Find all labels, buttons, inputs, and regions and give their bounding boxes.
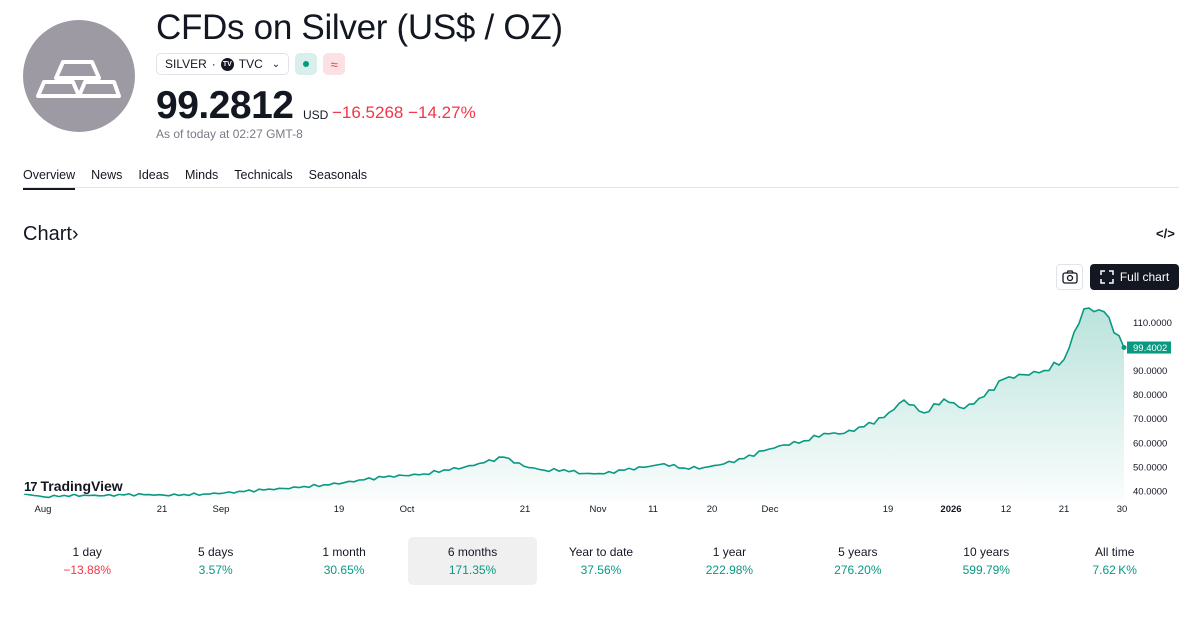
tab-seasonals[interactable]: Seasonals (308, 168, 368, 182)
last-value-label: 99.4002 (1133, 343, 1167, 354)
tradingview-watermark: 17 TradingView (24, 478, 123, 494)
last-price: 99.2812 (156, 84, 294, 127)
tvc-exchange-icon: TV (220, 57, 234, 71)
price-series-line (23, 307, 1125, 499)
x-axis-tick-label: Aug (35, 504, 52, 515)
period-label: All time (1095, 545, 1135, 559)
period-label: 10 years (963, 545, 1010, 559)
tabs-divider (23, 187, 1179, 188)
x-axis-tick-label: Nov (590, 504, 607, 515)
period-value: 171.35% (448, 563, 497, 577)
change-absolute: −16.5268 (332, 103, 404, 122)
x-axis-tick-label: Sep (213, 504, 230, 515)
x-axis-tick-label: 21 (157, 504, 168, 515)
period-value: 222.98% (705, 563, 754, 577)
period-value: 37.56% (580, 563, 622, 577)
x-axis-tick-label: 2026 (940, 504, 961, 515)
quote-timestamp: As of today at 02:27 GMT-8 (156, 127, 303, 141)
full-chart-button[interactable]: Full chart (1090, 264, 1179, 290)
snapshot-button[interactable] (1056, 264, 1083, 290)
x-axis-tick-label: 30 (1117, 504, 1128, 515)
period-label: 1 day (72, 545, 102, 559)
symbol-logo (23, 20, 135, 132)
y-axis-tick-label: 40.0000 (1133, 486, 1167, 497)
period-5-days[interactable]: 5 days 3.57% (151, 537, 279, 585)
price-currency: USD (303, 108, 329, 122)
silver-bars-icon (36, 60, 121, 98)
period-label: Year to date (568, 545, 634, 559)
change-percent: −14.27% (408, 103, 476, 122)
price-chart[interactable]: 110.0000 90.0000 80.0000 70.0000 60.0000 50.0… (0, 290, 1200, 520)
x-axis-tick-label: 20 (707, 504, 718, 515)
y-axis-tick-label: 80.0000 (1133, 390, 1167, 401)
y-axis-tick-label: 90.0000 (1133, 366, 1167, 377)
period-label: 1 month (322, 545, 366, 559)
symbol-exchange-selector[interactable]: SILVER · TV TVC ⌄ (156, 53, 290, 75)
period-value: 30.65% (323, 563, 365, 577)
x-axis-tick-label: Oct (400, 504, 415, 515)
period-year-to-date[interactable]: Year to date 37.56% (537, 537, 665, 585)
symbol-ticker: SILVER (165, 57, 207, 71)
period-all-time[interactable]: All time 7.62 K% (1051, 537, 1179, 585)
performance-periods: 1 day −13.88% 5 days 3.57% 1 month 30.65% 6… (23, 537, 1179, 585)
y-axis-tick-label: 60.0000 (1133, 438, 1167, 449)
delayed-data-icon[interactable]: ≈ (323, 53, 346, 75)
x-axis-tick-label: 11 (648, 504, 658, 515)
price-area-fill (24, 308, 1124, 500)
period-5-years[interactable]: 5 years 276.20% (794, 537, 922, 585)
period-value: 276.20% (834, 563, 882, 577)
market-open-status-icon[interactable] (295, 53, 318, 75)
x-axis-tick-label: 19 (883, 504, 894, 515)
tradingview-logo-icon: 17 (24, 478, 38, 494)
x-axis-tick-label: 21 (1059, 504, 1070, 515)
y-axis-tick-label: 110.0000 (1133, 318, 1172, 329)
tab-technicals[interactable]: Technicals (234, 168, 293, 182)
embed-code-icon[interactable]: </> (1156, 226, 1175, 241)
symbol-separator: · (211, 57, 216, 71)
tradingview-wordmark: TradingView (40, 478, 123, 494)
period-value: 7.62 K% (1092, 563, 1137, 577)
period-label: 6 months (447, 545, 498, 559)
full-chart-label: Full chart (1119, 270, 1170, 284)
price-change: −16.5268 −14.27% (332, 103, 476, 123)
period-label: 1 year (712, 545, 747, 559)
period-label: 5 days (197, 545, 234, 559)
x-axis-tick-label: Dec (762, 504, 779, 515)
last-price-point (1121, 345, 1127, 351)
tab-overview[interactable]: Overview (23, 168, 76, 190)
period-label: 5 years (838, 545, 878, 559)
period-6-months[interactable]: 6 months 171.35% (408, 537, 537, 585)
period-10-years[interactable]: 10 years 599.79% (922, 537, 1050, 585)
y-axis-tick-label: 50.0000 (1133, 462, 1167, 473)
last-value-badge (1127, 341, 1171, 354)
camera-icon (1061, 270, 1078, 284)
period-1-day[interactable]: 1 day −13.88% (23, 537, 151, 585)
x-axis-tick-label: 12 (1001, 504, 1012, 515)
period-value: 3.57% (198, 563, 233, 577)
x-axis-tick-label: 21 (520, 504, 531, 515)
chevron-down-icon: ⌄ (271, 58, 281, 70)
tab-news[interactable]: News (91, 168, 123, 182)
chart-section-link[interactable]: Chart› (23, 223, 79, 246)
symbol-badges: SILVER · TV TVC ⌄ ≈ (156, 53, 346, 75)
chart-section-title: Chart (23, 223, 72, 245)
fullscreen-icon (1100, 270, 1114, 284)
exchange-name: TVC (238, 57, 263, 71)
x-axis-tick-label: 19 (334, 504, 345, 515)
page-title: CFDs on Silver (US$ / OZ) (156, 8, 563, 47)
period-1-month[interactable]: 1 month 30.65% (280, 537, 408, 585)
tab-minds[interactable]: Minds (184, 168, 219, 182)
y-axis-tick-label: 70.0000 (1133, 414, 1167, 425)
period-value: −13.88% (63, 563, 112, 577)
period-1-year[interactable]: 1 year 222.98% (665, 537, 793, 585)
symbol-tabs: Overview News Ideas Minds Technicals Sea… (23, 168, 367, 190)
period-value: 599.79% (962, 563, 1010, 577)
tab-ideas[interactable]: Ideas (138, 168, 169, 182)
chevron-right-icon: › (71, 223, 79, 245)
